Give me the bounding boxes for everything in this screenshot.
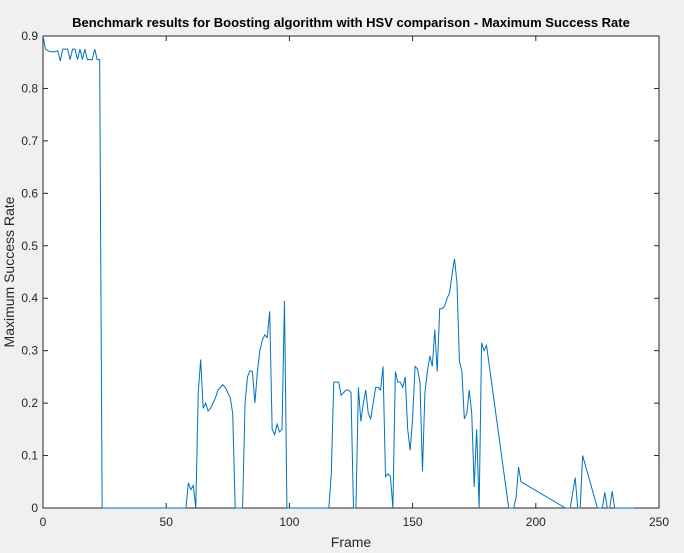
y-tick-label: 0.5 <box>21 239 38 253</box>
x-tick-label: 50 <box>160 515 174 529</box>
y-tick-label: 0.9 <box>21 29 38 43</box>
y-tick-label: 0.8 <box>21 81 38 95</box>
plot-area <box>42 35 660 509</box>
x-tick-label: 250 <box>649 515 669 529</box>
y-tick-label: 0.3 <box>21 344 38 358</box>
y-tick-label: 0.2 <box>21 396 38 410</box>
x-tick-label: 0 <box>40 515 47 529</box>
y-tick-label: 0.1 <box>21 449 38 463</box>
y-axis-ticks: 0 0.1 0.2 0.3 0.4 0.5 0.6 0.7 0.8 0.9 <box>21 29 659 515</box>
x-axis-ticks: 0 50 100 150 200 250 <box>40 36 669 529</box>
y-tick-label: 0 <box>31 501 38 515</box>
y-tick-label: 0.6 <box>21 186 38 200</box>
y-axis-label: Maximum Success Rate <box>1 196 17 347</box>
chart-title: Benchmark results for Boosting algorithm… <box>72 15 630 30</box>
y-tick-label: 0.4 <box>21 291 38 305</box>
x-tick-label: 100 <box>279 515 299 529</box>
x-tick-label: 200 <box>526 515 546 529</box>
series-line <box>42 35 635 509</box>
x-axis-label: Frame <box>331 534 372 550</box>
x-tick-label: 150 <box>403 515 423 529</box>
y-tick-label: 0.7 <box>21 134 38 148</box>
